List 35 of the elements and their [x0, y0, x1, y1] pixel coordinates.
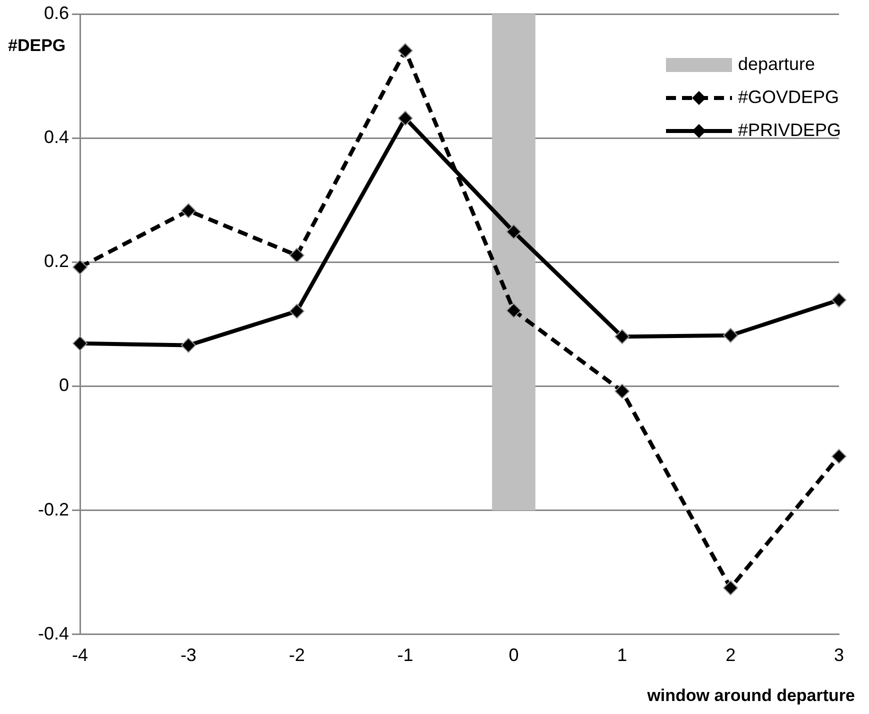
- point: [72, 260, 88, 275]
- x-tick-label: -1: [397, 645, 414, 666]
- x-tick-label: -3: [180, 645, 196, 666]
- point: [832, 448, 846, 464]
- point: [180, 338, 196, 353]
- x-tick-label: 2: [726, 645, 736, 666]
- y-tick-label: 0.6: [44, 2, 70, 23]
- point: [289, 304, 304, 319]
- x-tick-label: -2: [288, 645, 305, 666]
- point: [614, 384, 630, 399]
- point: [398, 110, 413, 126]
- y-tick-label: -0.2: [38, 499, 70, 520]
- point: [180, 203, 196, 218]
- x-axis-title: window around departure: [647, 686, 855, 706]
- point: [723, 328, 738, 343]
- point: [723, 580, 738, 596]
- legend-label: #PRIVDEPG: [738, 120, 841, 141]
- y-tick-label: 0.4: [44, 127, 70, 148]
- x-tick-label: -4: [72, 645, 88, 666]
- point: [398, 43, 413, 58]
- point: [506, 224, 522, 240]
- legend-label: departure: [738, 54, 816, 75]
- y-tick-label: 0: [59, 375, 70, 396]
- point: [506, 303, 522, 318]
- x-tick-label: 0: [508, 645, 519, 666]
- point: [289, 248, 304, 263]
- x-tick-label: 1: [617, 645, 628, 666]
- x-tick-label: 3: [834, 645, 844, 666]
- point: [832, 292, 846, 308]
- point: [72, 336, 88, 351]
- y-tick-label: -0.4: [38, 623, 70, 644]
- y-tick-label: 0.2: [44, 251, 70, 272]
- point: [614, 329, 630, 344]
- legend-label: #GOVDEPG: [738, 87, 839, 108]
- y-axis-title: #DEPG: [8, 36, 66, 56]
